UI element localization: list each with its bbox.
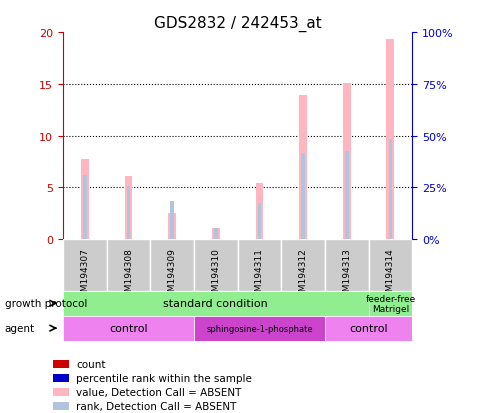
- Bar: [255, 184, 263, 240]
- Bar: [63, 291, 368, 316]
- Bar: [368, 291, 411, 316]
- Bar: [124, 177, 132, 240]
- Bar: [342, 83, 350, 240]
- Text: GSM194310: GSM194310: [211, 247, 220, 302]
- Bar: [386, 40, 393, 240]
- Bar: [257, 204, 261, 240]
- Bar: [299, 96, 306, 240]
- Bar: [194, 316, 324, 341]
- Bar: [53, 402, 69, 410]
- Text: growth protocol: growth protocol: [5, 299, 87, 309]
- Text: rank, Detection Call = ABSENT: rank, Detection Call = ABSENT: [76, 401, 236, 411]
- Bar: [212, 228, 219, 240]
- Text: GSM194311: GSM194311: [255, 247, 263, 302]
- Bar: [106, 240, 150, 291]
- Bar: [63, 316, 194, 341]
- Bar: [344, 152, 348, 240]
- Bar: [53, 374, 69, 382]
- Bar: [168, 214, 176, 240]
- Text: percentile rank within the sample: percentile rank within the sample: [76, 373, 252, 383]
- Text: GSM194308: GSM194308: [124, 247, 133, 302]
- Bar: [83, 176, 87, 240]
- Text: standard condition: standard condition: [163, 299, 268, 309]
- Bar: [63, 240, 106, 291]
- Text: GSM194314: GSM194314: [385, 247, 394, 302]
- Title: GDS2832 / 242453_at: GDS2832 / 242453_at: [153, 16, 321, 32]
- Bar: [301, 154, 304, 240]
- Bar: [368, 240, 411, 291]
- Bar: [237, 240, 281, 291]
- Bar: [324, 240, 368, 291]
- Text: GSM194309: GSM194309: [167, 247, 176, 302]
- Text: GSM194312: GSM194312: [298, 247, 307, 302]
- Bar: [126, 187, 130, 240]
- Bar: [53, 388, 69, 396]
- Text: agent: agent: [5, 323, 35, 333]
- Text: control: control: [109, 323, 148, 333]
- Bar: [53, 360, 69, 368]
- Text: control: control: [348, 323, 387, 333]
- Bar: [81, 160, 89, 240]
- Text: GSM194307: GSM194307: [80, 247, 89, 302]
- Bar: [324, 316, 411, 341]
- Text: sphingosine-1-phosphate: sphingosine-1-phosphate: [206, 324, 312, 333]
- Text: GSM194313: GSM194313: [342, 247, 350, 302]
- Text: value, Detection Call = ABSENT: value, Detection Call = ABSENT: [76, 387, 241, 397]
- Bar: [388, 140, 392, 240]
- Bar: [170, 202, 174, 240]
- Text: count: count: [76, 359, 106, 369]
- Text: feeder-free
Matrigel: feeder-free Matrigel: [364, 294, 415, 313]
- Bar: [213, 228, 217, 240]
- Bar: [150, 240, 194, 291]
- Bar: [194, 240, 237, 291]
- Bar: [281, 240, 324, 291]
